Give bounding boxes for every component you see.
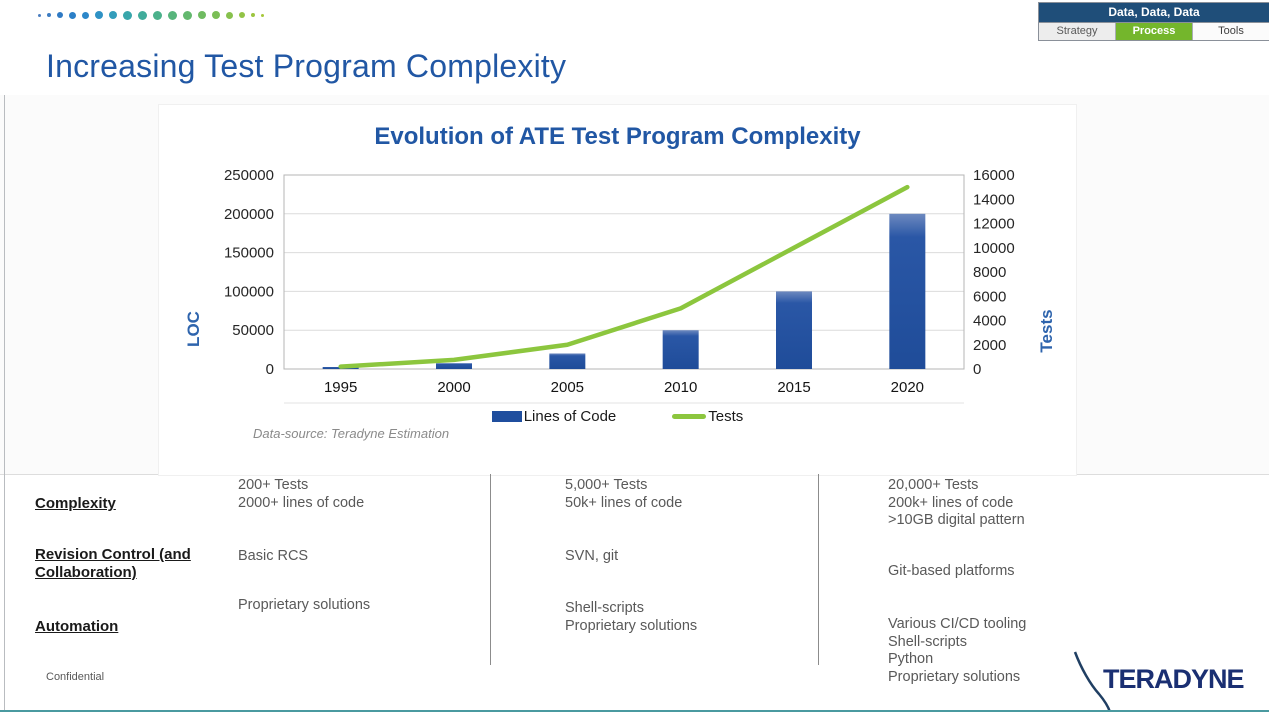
svg-text:50000: 50000 xyxy=(232,322,274,339)
tab-process[interactable]: Process xyxy=(1116,23,1193,40)
cell-line: 50k+ lines of code xyxy=(565,494,683,511)
svg-text:2015: 2015 xyxy=(777,379,810,396)
dot-icon xyxy=(82,11,89,19)
chart-container: Evolution of ATE Test Program Complexity… xyxy=(158,104,1077,476)
dot-icon xyxy=(123,10,132,20)
cell-line: Proprietary solutions xyxy=(565,617,698,634)
cell-automation-era2: Shell-scripts Proprietary solutions xyxy=(565,600,697,635)
confidential-label: Confidential xyxy=(46,671,105,683)
svg-text:2000: 2000 xyxy=(437,379,470,396)
svg-text:0: 0 xyxy=(266,361,274,378)
chart-data-source-note: Data-source: Teradyne Estimation xyxy=(253,426,450,441)
topic-nav-widget: Data, Data, Data Strategy Process Tools xyxy=(1038,2,1269,41)
dot-icon xyxy=(226,11,233,19)
legend-item-tests: Tests xyxy=(672,408,743,425)
dot-icon xyxy=(251,13,255,17)
dot-icon xyxy=(168,10,177,20)
svg-text:2020: 2020 xyxy=(891,379,924,396)
svg-text:8000: 8000 xyxy=(973,264,1006,281)
table-divider-1 xyxy=(490,474,491,665)
svg-text:150000: 150000 xyxy=(224,245,274,262)
cell-line: 20,000+ Tests xyxy=(888,477,979,493)
cell-automation-era1: Proprietary solutions xyxy=(238,597,370,615)
legend-label: Lines of Code xyxy=(523,408,617,425)
svg-text:6000: 6000 xyxy=(973,288,1006,305)
dot-icon xyxy=(239,12,245,18)
dot-icon xyxy=(138,10,147,20)
cell-line: >10GB digital pattern xyxy=(888,512,1025,528)
row-label-automation: Automation xyxy=(35,618,119,635)
row-label-complexity: Complexity xyxy=(35,495,116,512)
svg-text:200000: 200000 xyxy=(224,206,274,223)
table-divider-2 xyxy=(818,474,819,665)
svg-text:100000: 100000 xyxy=(224,283,274,300)
cell-line: 200k+ lines of code xyxy=(888,494,1014,511)
cell-revision-era1: Basic RCS xyxy=(238,548,308,566)
svg-text:2005: 2005 xyxy=(551,379,584,396)
nav-widget-title: Data, Data, Data xyxy=(1039,3,1269,23)
bottom-accent-bar xyxy=(0,710,1269,712)
nav-tab-bar: Strategy Process Tools xyxy=(1039,23,1269,40)
cell-line: SVN, git xyxy=(565,548,619,564)
svg-text:4000: 4000 xyxy=(973,313,1006,330)
dot-icon xyxy=(261,13,264,17)
svg-text:14000: 14000 xyxy=(973,191,1015,208)
svg-text:16000: 16000 xyxy=(973,167,1015,184)
teradyne-logo: TERADYNE xyxy=(1103,664,1245,694)
dot-icon xyxy=(109,11,117,19)
cell-line: 200+ Tests xyxy=(238,477,309,493)
tab-strategy[interactable]: Strategy xyxy=(1039,23,1116,40)
dot-icon xyxy=(95,11,103,19)
cell-line: Shell-scripts xyxy=(888,633,967,650)
tab-tools[interactable]: Tools xyxy=(1193,23,1269,40)
cell-complexity-era2: 5,000+ Tests 50k+ lines of code xyxy=(565,477,682,512)
row-label-revision-control: Revision Control (and Collaboration) xyxy=(35,546,191,581)
dot-icon xyxy=(212,11,220,19)
dot-icon xyxy=(198,11,206,19)
dot-icon xyxy=(69,11,76,19)
dot-icon xyxy=(47,13,51,17)
cell-line: Proprietary solutions xyxy=(238,597,371,613)
svg-text:1995: 1995 xyxy=(324,379,357,396)
cell-line: Shell-scripts xyxy=(565,600,644,616)
dot-strip-decoration xyxy=(38,8,264,22)
legend-item-lines-of-code: Lines of Code xyxy=(491,408,617,425)
bar-swatch-icon xyxy=(491,411,522,422)
cell-line: Various CI/CD tooling xyxy=(888,616,1027,632)
legend-label: Tests xyxy=(708,408,744,425)
cell-line: 5,000+ Tests xyxy=(565,477,648,493)
cell-line: Basic RCS xyxy=(238,548,309,564)
svg-text:12000: 12000 xyxy=(973,216,1015,233)
cell-automation-era3: Various CI/CD tooling Shell-scripts Python… xyxy=(888,616,1026,686)
chart-plot: 0 50000 100000 150000 200000 250000 0 2000 4000 6… xyxy=(224,167,1015,404)
teradyne-swoosh-icon xyxy=(1073,651,1112,712)
svg-text:250000: 250000 xyxy=(224,167,274,184)
cell-revision-era2: SVN, git xyxy=(565,548,618,566)
svg-text:2010: 2010 xyxy=(664,379,697,396)
dot-icon xyxy=(38,13,41,17)
chart-title: Evolution of ATE Test Program Complexity xyxy=(374,123,861,150)
line-swatch-icon xyxy=(672,414,707,419)
cell-line: Git-based platforms xyxy=(888,563,1015,579)
dot-icon xyxy=(153,10,162,20)
cell-line: Python xyxy=(888,651,934,667)
dot-icon xyxy=(183,10,192,20)
slide-left-border xyxy=(4,95,5,712)
cell-revision-era3: Git-based platforms xyxy=(888,563,1015,581)
svg-text:0: 0 xyxy=(973,361,981,378)
cell-line: Proprietary solutions xyxy=(888,668,1021,685)
cell-line: 2000+ lines of code xyxy=(238,494,365,511)
cell-complexity-era3: 20,000+ Tests 200k+ lines of code >10GB di… xyxy=(888,477,1025,530)
chart-legend: Lines of Code Tests xyxy=(159,408,1076,425)
svg-text:10000: 10000 xyxy=(973,240,1015,257)
page-title: Increasing Test Program Complexity xyxy=(46,48,567,84)
dot-icon xyxy=(57,12,63,18)
svg-text:2000: 2000 xyxy=(973,337,1006,354)
cell-complexity-era1: 200+ Tests 2000+ lines of code xyxy=(238,477,364,512)
